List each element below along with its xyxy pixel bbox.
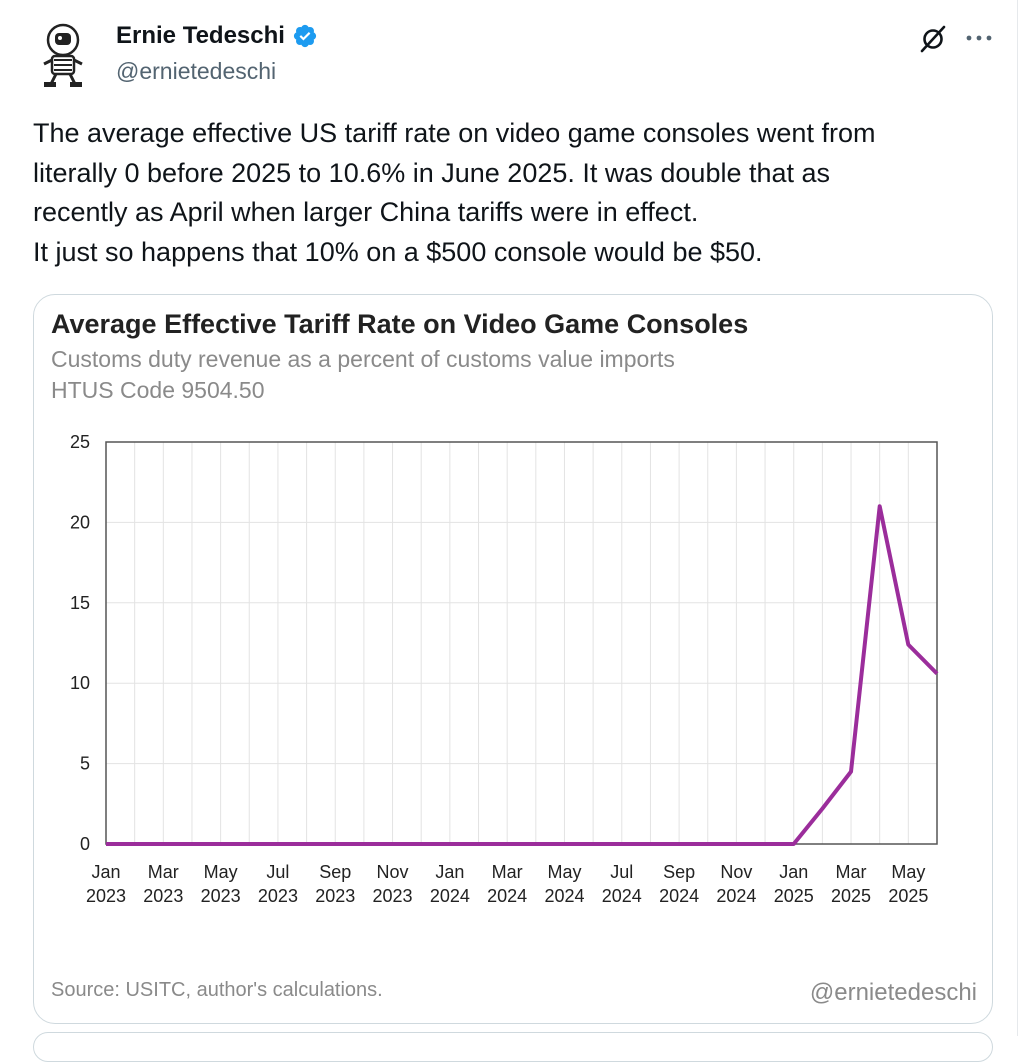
tweet-text-line: The average effective US tariff rate on … (33, 118, 876, 148)
verified-badge-icon (293, 24, 317, 48)
x-tick-year: 2024 (659, 886, 699, 906)
x-tick-year: 2025 (888, 886, 928, 906)
x-tick-month: May (891, 862, 925, 882)
y-axis-ticks: 0 5 10 15 20 25 (70, 432, 90, 854)
y-tick-label: 25 (70, 432, 90, 452)
next-card-edge (33, 1032, 993, 1062)
x-tick-month: Jan (435, 862, 464, 882)
tweet-text: The average effective US tariff rate on … (33, 114, 983, 272)
x-tick-month: Jan (779, 862, 808, 882)
x-tick-year: 2025 (774, 886, 814, 906)
y-tick-label: 5 (80, 754, 90, 774)
chart-image-card[interactable]: Average Effective Tariff Rate on Video G… (33, 294, 993, 1024)
x-tick-month: Jul (610, 862, 633, 882)
timeline-border (1017, 0, 1018, 1036)
chart-source: Source: USITC, author's calculations. (51, 979, 383, 1001)
tweet-text-line: It just so happens that 10% on a $500 co… (33, 236, 763, 267)
x-tick-month: Sep (319, 862, 351, 882)
more-icon[interactable] (962, 26, 996, 50)
y-tick-label: 10 (70, 673, 90, 693)
author-handle[interactable]: @ernietedeschi (116, 58, 277, 84)
x-tick-year: 2025 (831, 886, 871, 906)
x-tick-year: 2024 (544, 886, 584, 906)
tweet-text-line: recently as April when larger China tari… (33, 197, 699, 228)
x-tick-year: 2023 (201, 886, 241, 906)
y-tick-label: 20 (70, 512, 90, 532)
x-tick-month: Mar (836, 862, 867, 882)
author-name-row[interactable]: Ernie Tedeschi (116, 22, 318, 50)
series-line-tariff-rate (106, 504, 939, 846)
x-axis-ticks: Jan 2023 Mar 2023 May 2023 Jul 2023 Sep 2023 Nov 20… (86, 862, 928, 906)
chart-watermark: @ernietedeschi (810, 979, 977, 1006)
x-tick-year: 2024 (487, 886, 527, 906)
x-tick-year: 2023 (373, 886, 413, 906)
x-tick-month: Sep (663, 862, 695, 882)
x-tick-month: Mar (148, 862, 179, 882)
x-tick-month: Jul (266, 862, 289, 882)
y-tick-label: 0 (80, 834, 90, 854)
avatar[interactable] (30, 20, 96, 90)
plot-frame (105, 441, 938, 845)
tariff-line-chart: Average Effective Tariff Rate on Video G… (51, 309, 977, 1006)
x-tick-month: Nov (377, 862, 409, 882)
x-tick-month: Jan (91, 862, 120, 882)
x-tick-year: 2023 (143, 886, 183, 906)
chart-subtitle-code: HTUS Code 9504.50 (51, 377, 265, 403)
x-tick-month: May (204, 862, 238, 882)
chart-subtitle: Customs duty revenue as a percent of cus… (51, 346, 675, 372)
chart-gridlines (105, 441, 938, 845)
y-tick-label: 15 (70, 593, 90, 613)
x-tick-year: 2024 (716, 886, 756, 906)
x-tick-month: May (547, 862, 581, 882)
x-tick-year: 2023 (258, 886, 298, 906)
x-tick-year: 2024 (602, 886, 642, 906)
x-tick-year: 2024 (430, 886, 470, 906)
x-tick-month: Nov (720, 862, 752, 882)
author-display-name[interactable]: Ernie Tedeschi (116, 22, 285, 49)
grok-icon[interactable] (918, 24, 948, 54)
tweet-text-line: literally 0 before 2025 to 10.6% in June… (33, 157, 831, 188)
x-tick-year: 2023 (315, 886, 355, 906)
x-tick-month: Mar (492, 862, 523, 882)
x-tick-year: 2023 (86, 886, 126, 906)
chart-title: Average Effective Tariff Rate on Video G… (51, 309, 748, 339)
